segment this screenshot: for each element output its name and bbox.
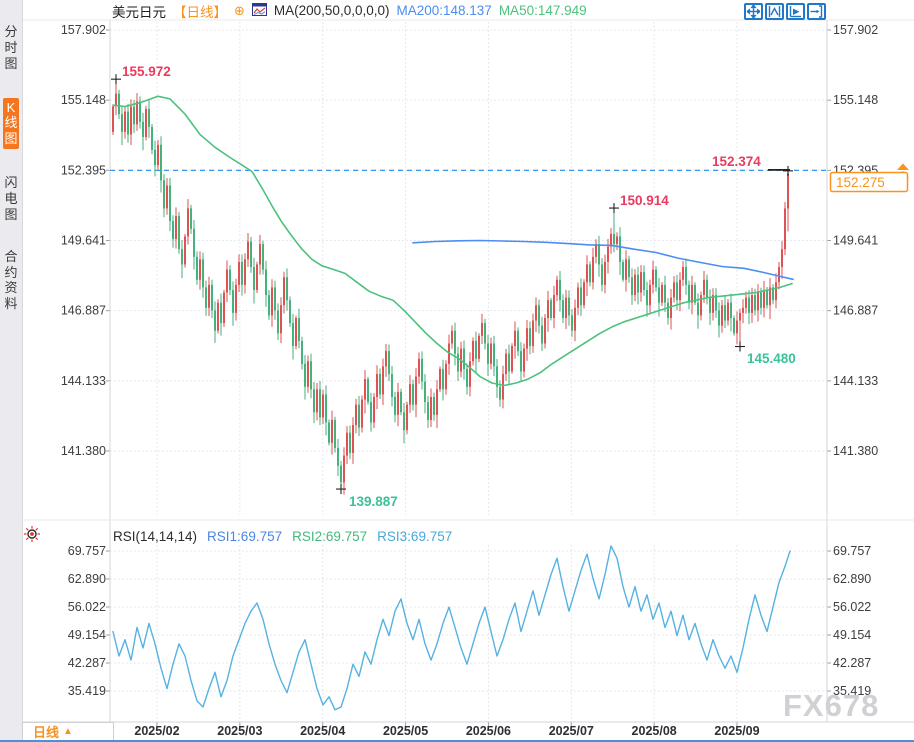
month-label: 2025/06 (466, 724, 511, 738)
rsi-axis-label: 62.890 (833, 572, 871, 586)
circle-plus-icon[interactable]: ⊕ (234, 3, 245, 18)
price-axis-label: 157.902 (61, 23, 106, 37)
price-axis-label: 146.887 (61, 304, 106, 318)
rsi1-value: RSI1:69.757 (207, 529, 283, 544)
rsi-axis-label: 42.287 (833, 656, 871, 670)
price-axis-label: 149.641 (833, 234, 878, 248)
rsi2-value: RSI2:69.757 (292, 529, 368, 544)
rsi-axis-label: 49.154 (833, 628, 871, 642)
price-annotation: 145.480 (735, 341, 796, 366)
indicator-chart-icon[interactable] (251, 2, 267, 19)
ma-settings-label: MA(200,50,0,0,0,0) (273, 3, 390, 18)
price-axis-label: 141.380 (61, 444, 106, 458)
rsi3-value: RSI3:69.757 (377, 529, 453, 544)
pan-right-icon[interactable] (807, 3, 826, 20)
price-axis-label: 149.641 (61, 234, 106, 248)
month-label: 2025/07 (549, 724, 594, 738)
period-tab-daily[interactable]: 日线 ▲ (22, 722, 114, 741)
rsi-axis-label: 62.890 (68, 572, 106, 586)
gridlines: 2025/02 2025/03 2025/04 2025/05 2025/06 2025/… (61, 22, 878, 738)
current-price-tag: 152.275 (829, 163, 909, 193)
month-label: 2025/05 (383, 724, 428, 738)
price-annotation: 150.914 (609, 193, 669, 214)
rsi-header: RSI(14,14,14) RSI1:69.757 RSI2:69.757 RS… (113, 529, 452, 544)
rsi-axis-label: 49.154 (68, 628, 106, 642)
svg-text:155.972: 155.972 (122, 64, 171, 79)
rsi-settings-label: RSI(14,14,14) (113, 529, 198, 544)
rsi-axis-label: 35.419 (68, 684, 106, 698)
candlestick-series (112, 79, 789, 495)
price-annotation: 155.972 (111, 64, 171, 85)
symbol-title: 美元日元 (112, 4, 166, 20)
sidebar-item-time-chart[interactable]: 分时图 (4, 24, 18, 71)
rsi-axis-label: 69.757 (833, 544, 871, 558)
sidebar-item-flash-chart[interactable]: 闪电图 (4, 175, 18, 222)
triangle-up-icon: ▲ (63, 726, 73, 737)
ma50-value: MA50:147.949 (498, 3, 587, 18)
indicator-settings-sun-icon[interactable] (23, 525, 41, 548)
crosshair-move-icon[interactable] (744, 3, 763, 20)
rsi-line (112, 545, 791, 711)
month-label: 2025/04 (300, 724, 345, 738)
month-label: 2025/02 (134, 724, 179, 738)
month-label: 2025/08 (632, 724, 677, 738)
chart-type-sidebar: 分时图 K线图 闪电图 合约资料 (0, 0, 23, 742)
sidebar-item-contract-info[interactable]: 合约资料 (4, 248, 18, 312)
price-axis-label: 144.133 (61, 374, 106, 388)
bottom-scrollbar[interactable] (0, 740, 914, 742)
rsi-axis-label: 56.022 (68, 600, 106, 614)
period-tag: 【日线】 (173, 4, 227, 20)
period-tab-label: 日线 (33, 725, 60, 740)
price-annotation: 152.374 (712, 154, 793, 176)
price-axis-label: 141.380 (833, 444, 878, 458)
fit-right-axis-icon[interactable] (786, 3, 805, 20)
svg-text:152.374: 152.374 (712, 154, 761, 169)
svg-text:145.480: 145.480 (747, 351, 796, 366)
price-axis-label: 157.902 (833, 23, 878, 37)
chart-toolbar (744, 3, 826, 20)
ma200-value: MA200:148.137 (396, 3, 492, 18)
svg-text:152.275: 152.275 (836, 175, 885, 190)
svg-text:139.887: 139.887 (349, 494, 398, 509)
rsi-axis-label: 69.757 (68, 544, 106, 558)
rsi-axis-label: 56.022 (833, 600, 871, 614)
price-axis-label: 155.148 (61, 93, 106, 107)
price-axis-label: 155.148 (833, 93, 878, 107)
month-label: 2025/03 (217, 724, 262, 738)
rsi-axis-label: 42.287 (68, 656, 106, 670)
price-axis-label: 152.395 (61, 163, 106, 177)
fit-vertical-axis-icon[interactable] (765, 3, 784, 20)
ma50-line (112, 95, 793, 387)
price-axis-label: 146.887 (833, 304, 878, 318)
svg-text:150.914: 150.914 (620, 193, 669, 208)
rsi-axis-label: 35.419 (833, 684, 871, 698)
month-label: 2025/09 (714, 724, 759, 738)
watermark: FX678 (783, 688, 880, 723)
sidebar-item-kline-chart[interactable]: K线图 (3, 97, 19, 150)
price-annotation: 139.887 (336, 484, 398, 509)
price-axis-label: 144.133 (833, 374, 878, 388)
ma200-line (412, 239, 794, 281)
chart-header: 美元日元 【日线】 ⊕ MA(200,50,0,0,0,0) MA200:148… (112, 1, 587, 20)
